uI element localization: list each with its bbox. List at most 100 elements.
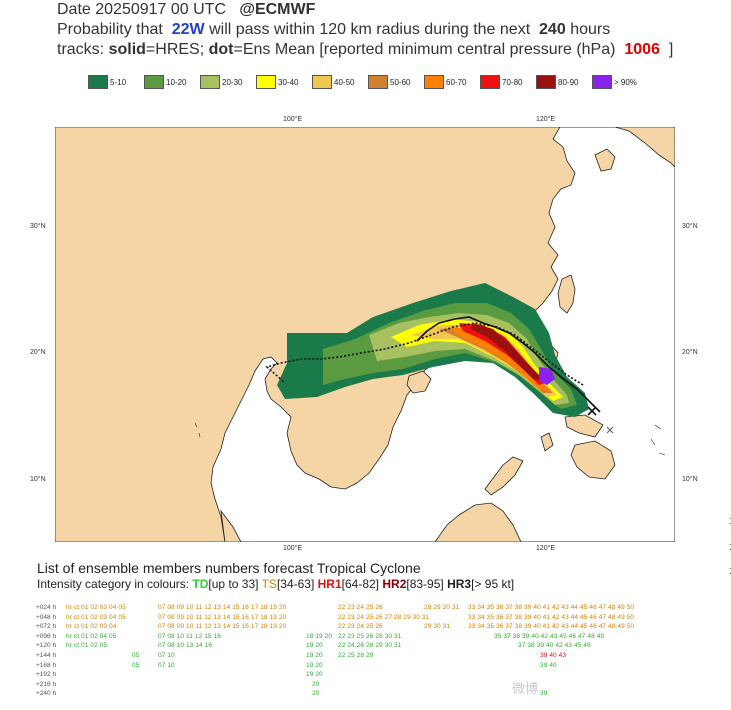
probability-swath-50-60 <box>439 327 553 393</box>
storm-id: 22W <box>171 21 205 38</box>
malay-peninsula <box>220 509 242 542</box>
member-group: 37 38 39 40 42 43 45 46 <box>518 642 591 650</box>
tracks-line: tracks: solid=HRES; dot=Ens Mean [report… <box>57 40 673 60</box>
legend-label: 30-40 <box>278 77 299 87</box>
close-bracket: ] <box>668 41 674 58</box>
legend-swatch <box>312 75 332 89</box>
legend-item: 40-50 <box>312 75 354 89</box>
member-group: 07 10 <box>158 651 175 659</box>
legend-swatch <box>144 75 164 89</box>
member-group: 07 08 10 13 14 16 <box>158 642 213 650</box>
hres-track-line <box>416 316 601 413</box>
ensemble-position-marker <box>606 426 614 434</box>
legend-label: 40-50 <box>334 77 355 87</box>
legend-swatch <box>200 75 220 89</box>
lon-label-top-100e-html: 100°E <box>283 116 303 123</box>
taiwan-island <box>557 274 576 314</box>
member-group: 19 20 <box>306 651 323 659</box>
legend-swatch <box>256 75 276 89</box>
hr3-range: [> 95 kt] <box>471 577 515 591</box>
legend-item: 10-20 <box>144 75 186 89</box>
philippines-central-islands <box>540 414 616 480</box>
palawan-island <box>484 456 524 496</box>
member-group: hr ct 01 02 03 04 05 <box>66 604 126 611</box>
strike-probability-map: 100°E 120°E <box>55 127 675 542</box>
member-group: 19 20 <box>306 661 323 669</box>
legend-swatch <box>424 75 444 89</box>
edge-mark: 1 <box>729 542 731 552</box>
lead-time: +168 h <box>36 661 57 669</box>
date-text: Date 20250917 00 UTC <box>57 1 226 18</box>
borneo-island <box>434 502 522 542</box>
hr2-range: [83-95] <box>406 577 444 591</box>
legend-label: 5-10 <box>110 77 127 87</box>
dot-eq: =Ens Mean [reported minimum central pres… <box>233 41 616 58</box>
member-group: 07 08 09 10 11 12 13 14 15 16 17 18 19 2… <box>158 613 287 621</box>
ts-range: [34-63] <box>276 577 315 591</box>
legend-item: 5-10 <box>88 75 126 89</box>
member-group: 39 <box>540 690 548 698</box>
japan-island <box>614 127 675 168</box>
ensemble-list-title: List of ensemble members numbers forecas… <box>37 560 421 576</box>
lead-time: +240 h <box>36 690 57 698</box>
legend-swatch <box>536 75 556 89</box>
probability-line: Probability that 22W will pass within 12… <box>57 20 610 40</box>
ensemble-mean-track-line <box>265 322 584 386</box>
kyushu-island <box>594 148 616 172</box>
member-group: 07 08 09 10 11 12 13 14 15 16 17 18 19 2… <box>158 623 287 631</box>
legend-swatch <box>88 75 108 89</box>
member-group: 22 23 25 26 28 30 31 <box>338 632 402 640</box>
lead-time: +072 h <box>36 623 57 631</box>
lat-label-right-10n: 10°N <box>682 476 698 483</box>
member-group: 05 <box>132 661 140 669</box>
member-group: hr ct 01 02 05 <box>66 642 108 650</box>
prob-mid: will pass within 120 km radius during th… <box>209 21 531 38</box>
solid-word: solid <box>108 41 146 58</box>
member-group: 22 23 24 25 26 <box>338 604 383 611</box>
lead-time: +144 h <box>36 651 57 659</box>
legend-label: 20-30 <box>222 77 243 87</box>
lead-time: +192 h <box>36 671 57 679</box>
legend-swatch <box>592 75 612 89</box>
member-group: 22 23 24 25 26 27 28 29 30 31 <box>338 613 430 621</box>
legend-item: 20-30 <box>200 75 242 89</box>
lead-time: +216 h <box>36 680 57 688</box>
prob-prefix: Probability that <box>57 21 163 38</box>
lat-label-left-10n: 10°N <box>30 476 46 483</box>
ts-label: TS <box>261 577 277 591</box>
member-group: hr ct 01 02 04 05 <box>66 632 117 640</box>
td-label: TD <box>192 577 209 591</box>
edge-mark: 1 <box>729 566 731 576</box>
lat-label-right-20n: 20°N <box>682 349 698 356</box>
lead-time: +024 h <box>36 604 57 611</box>
member-group: 33 34 35 36 37 38 39 40 41 42 43 44 45 4… <box>468 623 635 631</box>
hr1-label: HR1 <box>317 577 342 591</box>
legend-item: 50-60 <box>368 75 410 89</box>
hr1-range: [64-82] <box>341 577 380 591</box>
lead-time: +048 h <box>36 613 57 621</box>
member-group: 20 <box>312 680 320 688</box>
source-label: @ECMWF <box>239 1 316 18</box>
member-group: 39 40 43 <box>540 651 567 659</box>
member-group: 05 <box>132 651 140 659</box>
member-group: 29 30 31 <box>424 623 451 631</box>
td-range: [up to 33] <box>208 577 259 591</box>
member-group: hr ct 01 02 03 04 <box>66 623 117 631</box>
legend-label: > 90% <box>614 77 637 87</box>
member-group: 07 08 09 10 11 12 13 14 15 16 17 18 19 2… <box>158 604 287 611</box>
member-group: 07 08 10 11 12 15 16 <box>158 632 221 640</box>
lat-label-right-30n: 30°N <box>682 223 698 230</box>
storm-position-marker <box>587 406 597 416</box>
hainan-island <box>406 370 432 394</box>
hours-suffix: hours <box>570 21 611 38</box>
lon-label-bottom-120e: 120°E <box>536 545 556 552</box>
legend-label: 50-60 <box>390 77 411 87</box>
legend-item: 80-90 <box>536 75 578 89</box>
legend-label: 80-90 <box>558 77 579 87</box>
small-islands <box>194 422 666 456</box>
legend-item: > 90% <box>592 75 637 89</box>
lead-time: +120 h <box>36 642 57 650</box>
lat-label-left-30n: 30°N <box>30 223 46 230</box>
member-group: hr ct 01 02 03 04 05 <box>66 613 126 621</box>
probability-swath-80-90 <box>471 323 543 381</box>
